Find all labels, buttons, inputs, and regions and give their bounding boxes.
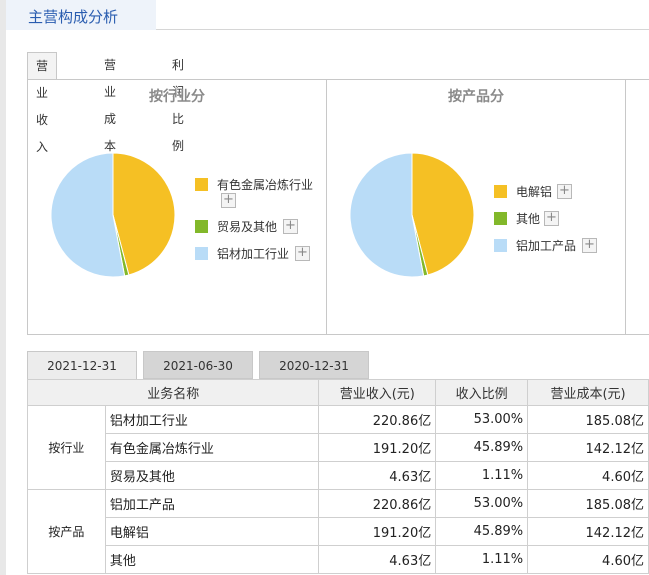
row-cost: 4.60亿 — [527, 461, 649, 490]
table-header-row: 业务名称 营业收入(元) 收入比例 营业成本(元) — [26, 379, 649, 406]
table-row: 贸易及其他 4.63亿 1.11% 4.60亿 — [28, 461, 649, 490]
expand-plus-icon[interactable]: + — [544, 211, 559, 226]
left-edge — [0, 0, 6, 575]
row-ratio: 53.00% — [435, 405, 529, 434]
pie-slice-1[interactable] — [112, 152, 176, 276]
expand-plus-icon[interactable]: + — [221, 193, 236, 208]
table-row: 电解铝 191.20亿 45.89% 142.12亿 — [28, 517, 649, 546]
pie-slice-3[interactable] — [50, 152, 126, 278]
date-tab-2020-12-31[interactable]: 2020-12-31 — [259, 351, 369, 379]
tab-profit-ratio[interactable]: 利润比例 — [172, 58, 185, 153]
header-cost: 营业成本(元) — [527, 379, 649, 406]
header-business-name: 业务名称 — [26, 379, 320, 406]
header-revenue-ratio: 收入比例 — [435, 379, 529, 406]
row-revenue: 191.20亿 — [318, 517, 437, 546]
legend-label: 电解铝 — [516, 185, 553, 199]
date-tab-2021-12-31[interactable]: 2021-12-31 — [27, 351, 137, 380]
industry-pie-chart — [50, 152, 176, 278]
tab-revenue[interactable]: 营业收入 — [27, 52, 58, 154]
expand-plus-icon[interactable]: + — [283, 219, 298, 234]
business-breakdown-table: 业务名称 营业收入(元) 收入比例 营业成本(元) 按行业 铝材加工行业 220… — [26, 379, 649, 574]
expand-plus-icon[interactable]: + — [295, 246, 310, 261]
legend-swatch — [195, 178, 208, 191]
table-row: 其他 4.63亿 1.11% 4.60亿 — [28, 545, 649, 574]
legend-swatch — [494, 212, 507, 225]
row-ratio: 1.11% — [435, 461, 529, 490]
expand-plus-icon[interactable]: + — [582, 238, 597, 253]
row-revenue: 220.86亿 — [318, 489, 437, 518]
table-row: 有色金属冶炼行业 191.20亿 45.89% 142.12亿 — [28, 433, 649, 462]
row-name: 其他 — [104, 545, 320, 574]
product-chart-panel: 按产品分 电解铝 + 其他 + 铝加工产品 + — [326, 80, 626, 335]
row-ratio: 45.89% — [435, 433, 529, 462]
legend-label: 贸易及其他 — [217, 220, 278, 234]
third-chart-panel — [625, 80, 649, 335]
row-name: 有色金属冶炼行业 — [104, 433, 320, 462]
pie-slice-1[interactable] — [411, 152, 475, 276]
expand-plus-icon[interactable]: + — [557, 184, 572, 199]
legend-label: 铝材加工行业 — [217, 247, 290, 261]
row-revenue: 220.86亿 — [318, 405, 437, 434]
pie-slice-3[interactable] — [349, 152, 425, 278]
row-name: 铝材加工行业 — [104, 405, 320, 434]
row-revenue: 4.63亿 — [318, 545, 437, 574]
row-cost: 142.12亿 — [527, 517, 649, 546]
legend-label: 铝加工产品 — [516, 239, 577, 253]
industry-chart-panel: 按行业分 有色金属冶炼行业 + 贸易及其他 + 铝材加工行业 + — [27, 80, 327, 335]
row-revenue: 191.20亿 — [318, 433, 437, 462]
date-tab-2021-06-30[interactable]: 2021-06-30 — [143, 351, 253, 379]
section-header: 主营构成分析 — [6, 0, 649, 30]
group-label: 按产品 — [27, 489, 106, 574]
product-chart-title: 按产品分 — [448, 89, 504, 105]
row-name: 贸易及其他 — [104, 461, 320, 490]
legend-swatch — [494, 239, 507, 252]
row-revenue: 4.63亿 — [318, 461, 437, 490]
section-title: 主营构成分析 — [28, 8, 119, 26]
title-bar — [6, 0, 156, 30]
row-cost: 185.08亿 — [527, 405, 649, 434]
row-ratio: 1.11% — [435, 545, 529, 574]
legend-swatch — [494, 185, 507, 198]
header-revenue: 营业收入(元) — [318, 379, 437, 406]
legend-swatch — [195, 220, 208, 233]
tab-cost[interactable]: 营业成本 — [104, 58, 117, 153]
legend-label: 其他 — [516, 212, 541, 226]
tab-divider — [27, 79, 649, 80]
row-name: 铝加工产品 — [104, 489, 320, 518]
table-row: 按行业 铝材加工行业 220.86亿 53.00% 185.08亿 — [27, 405, 649, 490]
row-ratio: 45.89% — [435, 517, 529, 546]
row-cost: 142.12亿 — [527, 433, 649, 462]
row-cost: 185.08亿 — [527, 489, 649, 518]
legend-swatch — [195, 247, 208, 260]
industry-chart-title: 按行业分 — [149, 89, 205, 105]
table-row: 按产品 铝加工产品 220.86亿 53.00% 185.08亿 — [27, 489, 649, 574]
legend-label: 有色金属冶炼行业 — [217, 178, 314, 192]
group-label: 按行业 — [27, 405, 106, 490]
row-name: 电解铝 — [104, 517, 320, 546]
row-cost: 4.60亿 — [527, 545, 649, 574]
row-ratio: 53.00% — [435, 489, 529, 518]
product-pie-chart — [349, 152, 475, 278]
